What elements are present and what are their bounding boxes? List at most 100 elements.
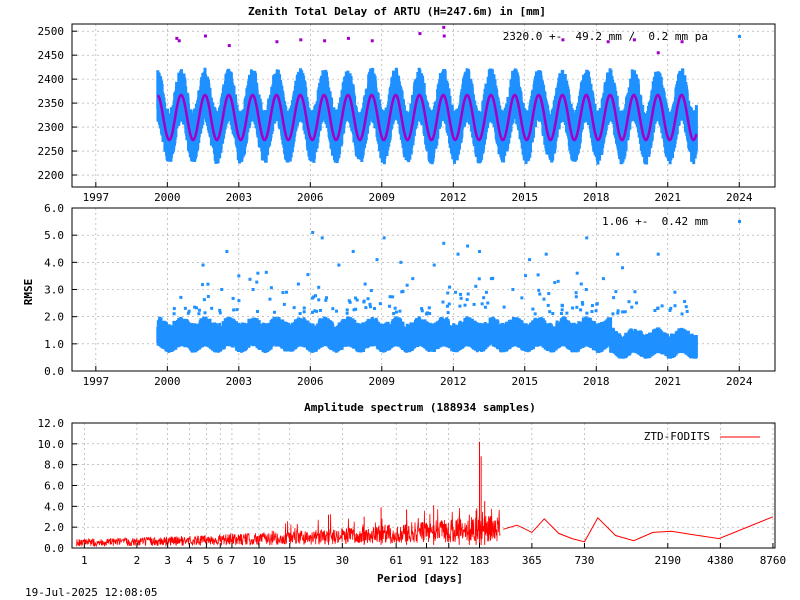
x-tick-label: 2000 — [154, 375, 181, 388]
rmse-point — [264, 270, 268, 274]
rmse-point — [420, 307, 424, 311]
ztd-outlier-point — [227, 44, 231, 48]
rmse-point — [353, 296, 357, 300]
rmse-point — [354, 307, 358, 311]
rmse-point — [538, 292, 542, 296]
x-tick-label: 365 — [522, 554, 542, 567]
ztd-outlier-point — [418, 32, 422, 36]
rmse-point — [611, 312, 615, 316]
rmse-point — [292, 306, 296, 310]
x-tick-label: 2012 — [440, 191, 467, 204]
x-tick-label: 1 — [81, 554, 88, 567]
rmse-data — [156, 230, 698, 359]
ztd-outlier-point — [175, 36, 179, 40]
rmse-point — [183, 306, 187, 310]
rmse-outlier-point — [673, 290, 677, 294]
rmse-legend-marker — [738, 220, 741, 223]
rmse-outlier-point — [432, 263, 436, 267]
ztd-legend-marker — [738, 35, 741, 38]
rmse-point — [203, 311, 207, 315]
rmse-annotation: 1.06 +- 0.42 mm — [602, 215, 708, 228]
rmse-point — [306, 273, 310, 277]
ztd-outlier-point — [561, 38, 565, 42]
x-tick-label: 2015 — [512, 375, 539, 388]
rmse-outlier-point — [442, 241, 446, 245]
rmse-outlier-point — [201, 263, 205, 267]
ztd-title: Zenith Total Delay of ARTU (H=247.6m) in… — [248, 5, 546, 18]
rmse-point — [616, 311, 620, 315]
y-tick-label: 12.0 — [38, 417, 65, 430]
x-tick-label: 2012 — [440, 375, 467, 388]
rmse-point — [531, 307, 535, 311]
ztd-outlier-point — [370, 39, 374, 43]
rmse-point — [220, 287, 224, 291]
rmse-point — [590, 304, 594, 308]
spectrum-frame — [71, 422, 776, 549]
rmse-point — [393, 306, 397, 310]
rmse-point — [255, 280, 259, 284]
rmse-point — [454, 290, 458, 294]
rmse-point — [627, 300, 631, 304]
rmse-point — [314, 294, 318, 298]
rmse-outlier-point — [656, 252, 660, 256]
rmse-outlier-point — [351, 249, 355, 253]
rmse-point — [400, 290, 404, 294]
rmse-point — [197, 312, 201, 316]
y-tick-label: 2450 — [38, 49, 65, 62]
y-tick-label: 3.0 — [44, 284, 64, 297]
ztd-outlier-point — [299, 38, 303, 42]
ztd-annotation: 2320.0 +- 49.2 mm / 0.2 mm pa — [503, 30, 708, 43]
rmse-point — [595, 302, 599, 306]
x-tick-label: 2000 — [154, 191, 181, 204]
rmse-point — [255, 309, 259, 313]
spectrum-low-frequency-line — [503, 516, 774, 543]
rmse-point — [484, 290, 488, 294]
rmse-point — [186, 311, 190, 315]
rmse-outlier-point — [601, 277, 605, 281]
rmse-point — [366, 297, 370, 301]
y-tick-label: 2300 — [38, 121, 65, 134]
rmse-point — [428, 311, 432, 315]
rmse-point — [483, 305, 487, 309]
rmse-point — [179, 295, 183, 299]
x-tick-label: 2 — [134, 554, 141, 567]
x-tick-label: 6 — [217, 554, 224, 567]
rmse-point — [362, 299, 366, 303]
rmse-point — [372, 307, 376, 311]
rmse-point — [579, 308, 583, 312]
rmse-point — [310, 310, 314, 314]
rmse-point — [472, 302, 476, 306]
rmse-point — [560, 308, 564, 312]
rmse-point — [324, 298, 328, 302]
rmse-point — [232, 308, 236, 312]
rmse-outlier-point — [296, 282, 300, 286]
rmse-point — [590, 310, 594, 314]
rmse-point — [585, 311, 589, 315]
rmse-point — [581, 302, 585, 306]
y-tick-label: 2.0 — [44, 521, 64, 534]
x-tick-label: 183 — [470, 554, 490, 567]
rmse-point — [459, 292, 463, 296]
x-tick-label: 730 — [575, 554, 595, 567]
ztd-outlier-point — [323, 39, 327, 43]
rmse-outlier-point — [680, 312, 684, 316]
rmse-outlier-point — [337, 263, 341, 267]
rmse-point — [312, 295, 316, 299]
x-tick-label: 2003 — [226, 375, 253, 388]
rmse-outlier-point — [575, 271, 579, 275]
rmse-point — [448, 285, 452, 289]
rmse-point — [553, 281, 557, 285]
rmse-point — [231, 296, 235, 300]
rmse-point — [542, 297, 546, 301]
rmse-point — [345, 311, 349, 315]
rmse-observations — [156, 316, 698, 359]
x-tick-label: 2024 — [726, 191, 753, 204]
rmse-outlier-point — [251, 288, 255, 291]
rmse-point — [547, 292, 551, 296]
rmse-point — [425, 311, 429, 315]
rmse-point — [474, 284, 478, 288]
rmse-point — [368, 305, 372, 309]
ztd-outlier-point — [632, 38, 636, 42]
rmse-point — [463, 303, 467, 307]
x-tick-label: 3 — [164, 554, 171, 567]
